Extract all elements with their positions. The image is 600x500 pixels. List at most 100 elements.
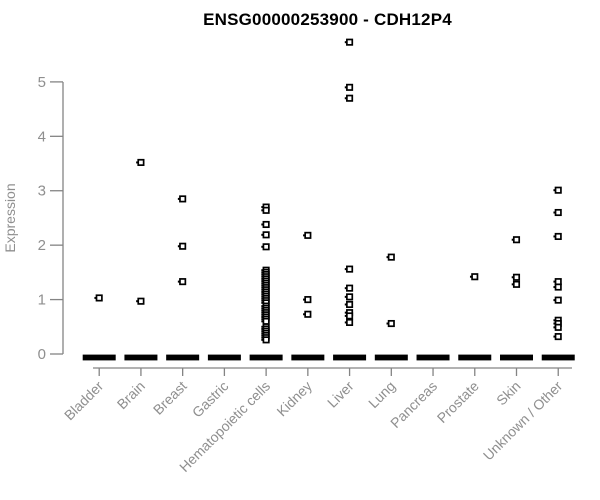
data-point-nub — [553, 335, 556, 338]
chart-title: ENSG00000253900 - CDH12P4 — [203, 10, 452, 29]
x-axis-tick-label: Breast — [150, 378, 190, 418]
zero-cluster-dash — [500, 354, 533, 361]
data-point-nub — [261, 301, 264, 304]
data-point — [262, 231, 270, 239]
data-point-nub — [261, 336, 264, 339]
data-point-nub — [261, 223, 264, 226]
data-point-nub — [261, 338, 264, 341]
data-point-nub — [261, 305, 264, 308]
data-point — [554, 296, 562, 304]
data-point-nub — [94, 296, 97, 299]
data-point-nub — [261, 313, 264, 316]
data-point-nub — [261, 269, 264, 272]
data-point — [262, 206, 270, 214]
data-point-nub — [469, 275, 472, 278]
data-point-nub — [344, 295, 347, 298]
data-point-nub — [344, 268, 347, 271]
y-axis-tick-label: 0 — [38, 346, 46, 363]
y-axis-tick-label: 4 — [38, 128, 46, 145]
data-point-nub — [386, 322, 389, 325]
data-point-nub — [136, 300, 139, 303]
data-point-nub — [344, 97, 347, 100]
x-axis-tick-label: Skin — [493, 378, 524, 409]
data-point-nub — [344, 86, 347, 89]
data-point — [346, 83, 354, 91]
data-point — [471, 273, 479, 281]
data-point-nub — [261, 206, 264, 209]
data-point-nub — [386, 256, 389, 259]
data-point — [512, 280, 521, 288]
data-point-nub — [177, 245, 180, 248]
zero-cluster-dash — [249, 354, 283, 361]
data-point-nub — [261, 209, 264, 212]
data-point — [387, 253, 395, 261]
data-point — [346, 94, 354, 102]
data-point — [554, 186, 562, 194]
data-point-nub — [344, 314, 347, 317]
data-point — [137, 297, 145, 305]
data-point — [346, 265, 354, 273]
y-axis-tick-label: 5 — [38, 74, 46, 91]
data-point-nub — [261, 273, 264, 276]
data-point — [554, 278, 562, 286]
data-point-nub — [344, 311, 347, 314]
data-point-nub — [553, 211, 556, 214]
data-point — [262, 336, 270, 344]
data-point — [137, 158, 145, 166]
data-point-nub — [261, 299, 264, 302]
data-point-nub — [303, 234, 306, 237]
x-axis-tick-label: Bladder — [61, 378, 107, 424]
data-point-nub — [261, 327, 264, 330]
data-point — [346, 284, 354, 292]
data-point-nub — [261, 293, 264, 296]
x-axis-tick-label: Lung — [365, 378, 398, 411]
data-point — [179, 242, 187, 250]
data-point-nub — [177, 197, 180, 200]
data-point — [304, 310, 312, 318]
data-point-nub — [511, 238, 514, 241]
data-point-nub — [261, 332, 264, 335]
data-point-nub — [261, 311, 264, 314]
data-point-nub — [511, 283, 514, 286]
data-point-nub — [553, 286, 556, 289]
data-point-nub — [261, 288, 264, 291]
data-point — [346, 300, 354, 309]
data-point — [304, 296, 312, 304]
data-point — [512, 273, 521, 281]
data-point — [95, 294, 103, 302]
x-axis-tick-label: Kidney — [273, 378, 315, 420]
x-axis-tick-label: Prostate — [434, 378, 482, 426]
y-axis-label: Expression — [2, 183, 18, 252]
data-point-nub — [344, 321, 347, 324]
data-point — [179, 195, 187, 203]
data-point-nub — [261, 295, 264, 298]
data-point — [554, 232, 562, 241]
y-axis-tick-label: 1 — [38, 292, 46, 309]
data-point-nub — [261, 282, 264, 285]
data-point — [387, 319, 395, 328]
zero-cluster-dash — [333, 354, 367, 361]
data-point-nub — [261, 275, 264, 278]
data-point-nub — [344, 41, 347, 44]
y-axis-tick-label: 2 — [38, 237, 46, 254]
data-point-nub — [553, 235, 556, 238]
data-point-nub — [553, 299, 556, 302]
data-point — [554, 208, 562, 217]
data-point-nub — [261, 280, 264, 283]
data-point-nub — [261, 277, 264, 280]
data-point — [346, 318, 354, 326]
data-point-nub — [553, 189, 556, 192]
data-point-nub — [344, 287, 347, 290]
data-point-nub — [177, 280, 180, 283]
zero-cluster-dash — [291, 354, 325, 361]
data-point-nub — [261, 307, 264, 310]
data-point-nub — [261, 309, 264, 312]
data-point-nub — [261, 325, 264, 328]
data-point-nub — [261, 284, 264, 287]
data-point-nub — [261, 233, 264, 236]
data-point-nub — [261, 245, 264, 248]
data-point — [262, 220, 270, 229]
zero-cluster-dash — [374, 354, 408, 361]
data-point-nub — [261, 330, 264, 333]
